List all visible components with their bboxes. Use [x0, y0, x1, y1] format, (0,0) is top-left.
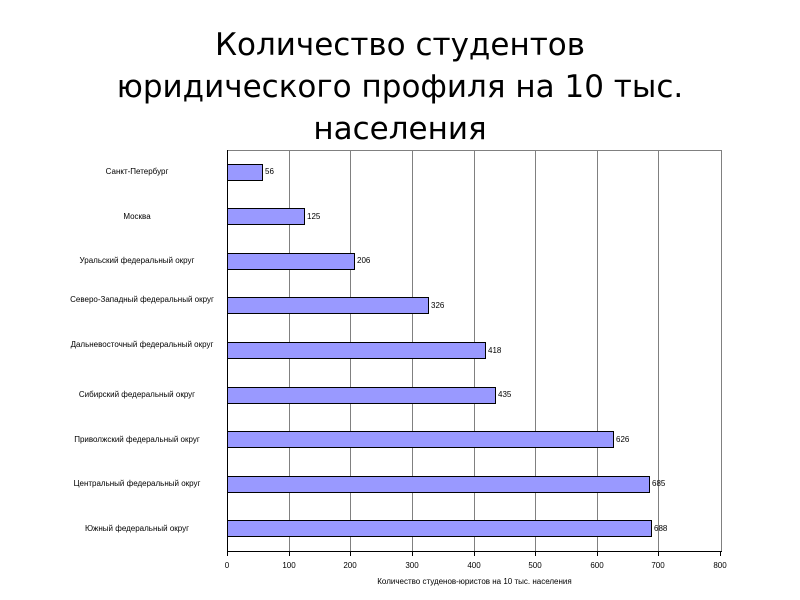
x-tick	[535, 552, 536, 556]
bar-value-label: 206	[357, 256, 371, 265]
x-tick-label: 100	[282, 561, 296, 570]
bar	[227, 164, 263, 181]
title-line-2: юридического профиля на 10 тыс.	[116, 69, 684, 105]
bar	[227, 431, 614, 448]
x-axis-line	[227, 551, 722, 552]
category-label: Москва	[123, 212, 151, 221]
gridline	[535, 151, 536, 552]
category-label: Дальневосточный федеральный округ	[70, 340, 214, 349]
bar-value-label: 688	[654, 524, 668, 533]
bar	[227, 476, 650, 493]
bar	[227, 387, 496, 404]
x-tick-label: 300	[405, 561, 419, 570]
x-tick	[658, 552, 659, 556]
bar-value-label: 626	[616, 435, 630, 444]
category-label: Сибирский федеральный округ	[78, 390, 196, 399]
bar	[227, 297, 429, 314]
x-tick	[720, 552, 721, 556]
bar	[227, 253, 355, 270]
category-label: Южный федеральный округ	[84, 524, 190, 533]
category-label: Санкт-Петербург	[105, 167, 169, 176]
x-tick-label: 600	[590, 561, 604, 570]
bar-value-label: 685	[652, 479, 666, 488]
gridline	[658, 151, 659, 552]
bar-value-label: 326	[431, 301, 445, 310]
x-tick	[227, 552, 228, 556]
bar-value-label: 418	[488, 346, 502, 355]
bar-value-label: 56	[265, 167, 274, 176]
category-label: Северо-Западный федеральный округ	[70, 295, 214, 304]
bar-value-label: 435	[498, 390, 512, 399]
x-tick-label: 200	[343, 561, 357, 570]
bar	[227, 342, 486, 359]
x-tick-label: 700	[651, 561, 665, 570]
x-tick-label: 0	[224, 561, 230, 570]
bar-value-label: 125	[307, 212, 321, 221]
x-tick	[597, 552, 598, 556]
x-tick-label: 400	[467, 561, 481, 570]
x-tick	[412, 552, 413, 556]
category-label: Центральный федеральный округ	[73, 479, 201, 488]
x-tick	[289, 552, 290, 556]
category-label: Приволжский федеральный округ	[74, 435, 200, 444]
title-line-1: Количество студентов	[214, 27, 586, 63]
title-line-3: населения	[313, 111, 487, 147]
x-axis-title: Количество студенов-юристов на 10 тыс. н…	[377, 577, 572, 586]
chart-title: Количество студентов юридического профил…	[0, 24, 800, 150]
x-tick	[350, 552, 351, 556]
category-label: Уральский федеральный округ	[79, 256, 195, 265]
bar	[227, 520, 652, 537]
x-tick-label: 800	[713, 561, 727, 570]
x-tick-label: 500	[528, 561, 542, 570]
x-tick	[474, 552, 475, 556]
bar	[227, 208, 305, 225]
gridline	[597, 151, 598, 552]
